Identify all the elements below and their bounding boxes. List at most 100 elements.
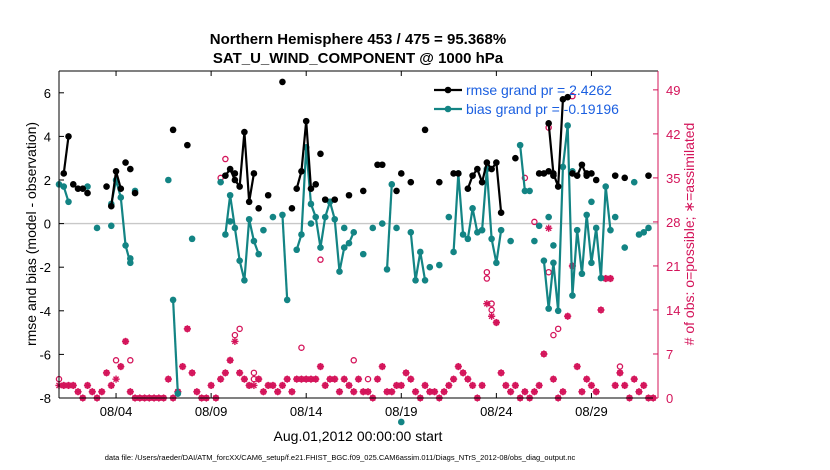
- obs-assimilated-marker: [188, 369, 196, 377]
- y-right-tick-label: 0: [666, 391, 673, 406]
- bias-point: [569, 292, 576, 299]
- obs-assimilated-stroke: [393, 382, 400, 389]
- obs-assimilated-stroke: [398, 382, 405, 389]
- obs-assimilated-stroke: [193, 388, 200, 395]
- rmse-point: [488, 165, 495, 173]
- obs-assimilated-marker: [468, 381, 477, 390]
- bias-point: [383, 266, 391, 273]
- bias-point: [107, 222, 115, 230]
- obs-assimilated-marker: [164, 375, 172, 383]
- x-tick-label: 08/24: [480, 404, 513, 419]
- bias-point: [602, 183, 610, 190]
- obs-assimilated-marker: [630, 375, 638, 383]
- bias-point: [559, 163, 567, 171]
- obs-assimilated-stroke: [184, 325, 191, 332]
- obs-assimilated-marker: [302, 375, 310, 383]
- bias-point: [488, 235, 495, 243]
- obs-assimilated-stroke: [574, 363, 581, 370]
- obs-possible-marker: [298, 344, 305, 351]
- rmse-point: [545, 120, 552, 127]
- bias-point: [564, 122, 571, 129]
- obs-assimilated-marker: [231, 337, 239, 346]
- obs-assimilated-stroke: [298, 376, 305, 383]
- obs-assimilated-marker: [88, 388, 96, 396]
- y-right-tick-label: 49: [666, 83, 680, 98]
- rmse-point: [307, 185, 315, 193]
- obs-assimilated-marker: [502, 381, 510, 390]
- obs-assimilated-marker: [83, 381, 92, 390]
- obs-assimilated-stroke: [360, 388, 367, 395]
- bias-point: [521, 187, 529, 195]
- obs-assimilated-marker: [616, 369, 624, 377]
- bias-point: [621, 244, 629, 251]
- obs-assimilated-marker: [511, 381, 519, 390]
- obs-assimilated-marker: [597, 306, 605, 314]
- obs-assimilated-stroke: [616, 369, 623, 376]
- rmse-line-segment: [62, 136, 70, 174]
- obs-assimilated-stroke: [550, 376, 557, 383]
- obs-assimilated-marker: [497, 369, 505, 377]
- obs-assimilated-stroke: [341, 376, 348, 383]
- obs-assimilated-stroke: [293, 376, 300, 383]
- bias-point: [127, 255, 134, 262]
- obs-assimilated-stroke: [640, 382, 647, 389]
- obs-possible-marker: [488, 306, 495, 314]
- obs-assimilated-stroke: [113, 376, 120, 383]
- obs-assimilated-marker: [592, 388, 600, 396]
- bias-point: [298, 231, 305, 238]
- bias-point: [117, 194, 125, 201]
- obs-assimilated-marker: [278, 381, 287, 390]
- rmse-point: [397, 170, 405, 177]
- bias-point: [412, 276, 419, 284]
- bias-point: [417, 248, 424, 256]
- obs-assimilated-marker: [269, 381, 277, 390]
- rmse-point: [345, 191, 353, 199]
- y-left-tick-label: -6: [39, 347, 51, 362]
- bias-point: [340, 224, 348, 232]
- bias-point: [550, 259, 557, 267]
- obs-assimilated-marker: [621, 381, 629, 390]
- rmse-point: [302, 117, 310, 125]
- rmse-point: [535, 170, 543, 177]
- obs-assimilated-stroke: [635, 388, 642, 395]
- rmse-point: [578, 161, 586, 169]
- bias-point: [388, 181, 396, 188]
- bias-point: [516, 141, 524, 149]
- obs-assimilated-stroke: [70, 382, 77, 389]
- bias-point: [583, 211, 590, 219]
- bias-point: [165, 176, 172, 184]
- rmse-point: [84, 189, 91, 197]
- rmse-point: [74, 185, 82, 193]
- obs-possible-marker: [127, 357, 134, 364]
- rmse-point: [554, 183, 562, 190]
- legend-rmse-label: rmse grand pr = 2.4262: [466, 82, 612, 98]
- obs-assimilated-stroke: [60, 382, 67, 389]
- rmse-point: [264, 191, 272, 199]
- obs-assimilated-marker: [426, 388, 434, 396]
- bias-point: [597, 274, 605, 282]
- rmse-point: [222, 172, 229, 179]
- bias-point: [588, 198, 595, 206]
- bias-point: [421, 276, 429, 284]
- obs-assimilated-stroke: [269, 382, 276, 389]
- y-right-tick-label: 14: [666, 303, 680, 318]
- rmse-point: [226, 165, 234, 173]
- obs-assimilated-stroke: [564, 313, 571, 320]
- bias-point: [507, 237, 514, 245]
- bias-point: [188, 235, 196, 243]
- rmse-point: [79, 185, 87, 193]
- obs-assimilated-stroke: [250, 382, 257, 389]
- rmse-point: [569, 170, 576, 177]
- obs-assimilated-stroke: [507, 388, 514, 395]
- obs-assimilated-marker: [107, 381, 115, 390]
- obs-assimilated-marker: [559, 388, 567, 396]
- y-right-tick-label: 35: [666, 171, 680, 186]
- bias-point: [445, 213, 453, 221]
- rmse-point: [245, 198, 253, 206]
- obs-assimilated-marker: [430, 388, 439, 396]
- obs-assimilated-stroke: [103, 369, 110, 376]
- obs-assimilated-marker: [540, 350, 548, 358]
- obs-assimilated-marker: [421, 381, 429, 390]
- obs-assimilated-stroke: [455, 363, 462, 370]
- bias-point: [630, 178, 638, 186]
